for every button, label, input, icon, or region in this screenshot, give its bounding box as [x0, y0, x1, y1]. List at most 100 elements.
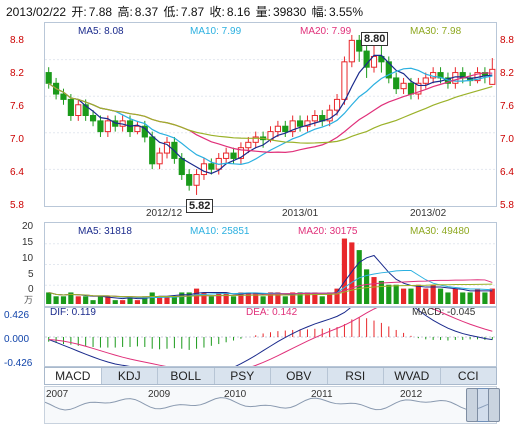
- volume-bar: [430, 284, 436, 304]
- candle-body: [393, 77, 400, 90]
- dea-line: [48, 308, 493, 366]
- history-navigator[interactable]: [44, 386, 497, 424]
- low-callout: 5.82: [186, 199, 214, 213]
- vol-unit: 万: [24, 295, 34, 305]
- volume-bar: [445, 292, 451, 304]
- volume-bar: [105, 296, 111, 304]
- candle-body: [45, 72, 52, 84]
- candle-body: [104, 120, 111, 133]
- high-callout: 8.80: [361, 32, 389, 46]
- candle-body: [422, 77, 429, 84]
- candle-body: [75, 104, 82, 117]
- vol-ma5: MA5: 31818: [78, 226, 132, 237]
- price-axis-right: 7.0: [500, 134, 514, 145]
- volume-bar: [253, 292, 259, 304]
- navigator-right-handle[interactable]: [488, 388, 500, 422]
- tab-rsi[interactable]: RSI: [328, 368, 384, 384]
- navigator-left-handle[interactable]: [466, 388, 478, 422]
- high-label: 高:: [117, 5, 133, 19]
- price-ma20: MA20: 7.99: [300, 26, 352, 37]
- vol-ma30: MA30: 49480: [410, 226, 470, 237]
- candle-body: [415, 82, 422, 95]
- volume-bar: [356, 250, 362, 304]
- volume-bar: [134, 300, 141, 304]
- volume-bar: [68, 292, 74, 304]
- tab-cci[interactable]: CCI: [457, 369, 479, 383]
- price-axis-left: 6.4: [10, 167, 24, 178]
- x-tick-label: 2012/12: [146, 208, 183, 219]
- open-value: 7.88: [88, 5, 113, 19]
- candle-body: [341, 61, 348, 100]
- price-axis-right: 5.8: [500, 200, 514, 211]
- volume-bar: [282, 296, 288, 304]
- volume-bar: [393, 284, 399, 304]
- price-axis-left: 8.8: [10, 35, 24, 46]
- volume-bar: [201, 292, 207, 304]
- change-label: 幅:: [311, 5, 327, 19]
- volume-bar: [482, 292, 488, 304]
- volume-bar: [46, 292, 52, 304]
- candle-body: [326, 109, 333, 122]
- macd-value: MACD: -0.045: [412, 307, 476, 318]
- volume-label: 量:: [255, 5, 271, 19]
- candle-body: [208, 163, 215, 170]
- volume-bar: [304, 292, 311, 304]
- volume-chart[interactable]: [45, 223, 496, 306]
- tab-wvad[interactable]: WVAD: [384, 368, 441, 384]
- candle-body: [282, 125, 289, 133]
- volume-bar: [319, 296, 325, 304]
- volume-chart-panel[interactable]: [44, 222, 497, 307]
- volume-bar: [83, 296, 89, 304]
- macd-chart-panel[interactable]: [44, 307, 497, 367]
- volume-value: 39830: [272, 5, 307, 19]
- volume-bar: [267, 292, 274, 304]
- candle-body: [311, 115, 318, 122]
- volume-bar: [179, 292, 185, 304]
- candle-body: [60, 93, 67, 100]
- volume-bar: [408, 288, 414, 304]
- year-label: 2012: [400, 389, 423, 400]
- volume-bar: [112, 300, 118, 304]
- tab-macd[interactable]: MACD: [45, 368, 102, 384]
- candle-body: [252, 136, 259, 143]
- vol-axis: 15: [22, 237, 34, 248]
- vol-ma10: MA10: 25851: [190, 226, 250, 237]
- candle-body: [193, 174, 200, 186]
- macd-chart[interactable]: [45, 308, 496, 366]
- change-value: 3.55%: [329, 5, 364, 19]
- price-axis-right: 8.8: [500, 35, 514, 46]
- volume-bar: [349, 242, 355, 304]
- candle-body: [407, 82, 415, 95]
- volume-bar: [223, 292, 229, 304]
- tab-kdj[interactable]: KDJ: [102, 368, 158, 384]
- price-chart[interactable]: [45, 23, 496, 206]
- volume-bar: [334, 288, 340, 304]
- candle-body: [134, 125, 141, 133]
- price-chart-panel[interactable]: [44, 22, 497, 207]
- volume-bar: [60, 296, 67, 304]
- tab-boll[interactable]: BOLL: [158, 368, 215, 384]
- candle-body: [89, 115, 97, 122]
- volume-bar: [90, 300, 96, 304]
- close-label: 收:: [209, 5, 225, 19]
- ma30-line: [48, 82, 493, 144]
- x-tick-label: 2013/02: [410, 208, 447, 219]
- volume-bar: [120, 300, 126, 304]
- candle-body: [223, 152, 230, 159]
- volume-bar: [437, 288, 444, 304]
- year-label: 2009: [148, 389, 171, 400]
- candle-body: [348, 39, 355, 63]
- candle-body: [304, 120, 311, 127]
- candle-body: [230, 152, 237, 159]
- year-label: 2011: [311, 389, 333, 400]
- ma10-line: [48, 67, 493, 165]
- volume-bar: [260, 296, 266, 304]
- price-axis-right: 8.2: [500, 68, 514, 79]
- candle-body: [289, 120, 296, 133]
- vol-ma30-line: [48, 283, 493, 298]
- tab-psy[interactable]: PSY: [215, 368, 271, 384]
- tab-obv[interactable]: OBV: [271, 368, 328, 384]
- price-axis-right: 7.6: [500, 101, 514, 112]
- candle-body: [296, 120, 304, 127]
- candle-body: [370, 55, 378, 68]
